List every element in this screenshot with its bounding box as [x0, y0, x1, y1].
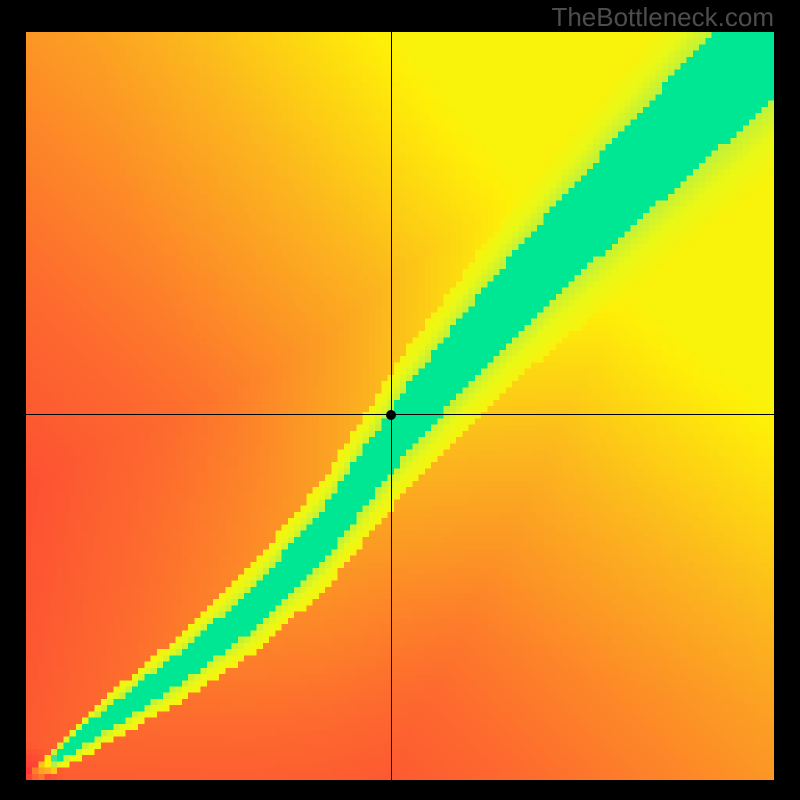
crosshair-horizontal: [26, 414, 774, 415]
chart-container: TheBottleneck.com: [0, 0, 800, 800]
data-point-marker: [386, 410, 396, 420]
crosshair-vertical: [391, 32, 392, 780]
watermark-text: TheBottleneck.com: [551, 2, 774, 33]
heatmap-canvas: [26, 32, 774, 780]
